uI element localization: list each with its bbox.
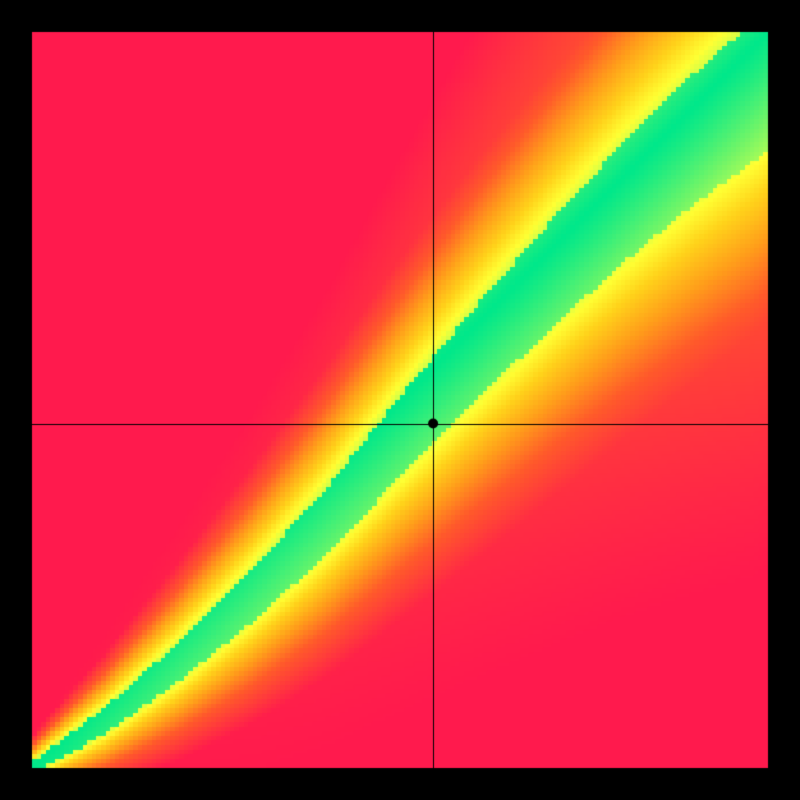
chart-container: TheBottleneck.com	[0, 0, 800, 800]
bottleneck-heatmap	[0, 0, 800, 800]
watermark-text: TheBottleneck.com	[563, 6, 784, 34]
